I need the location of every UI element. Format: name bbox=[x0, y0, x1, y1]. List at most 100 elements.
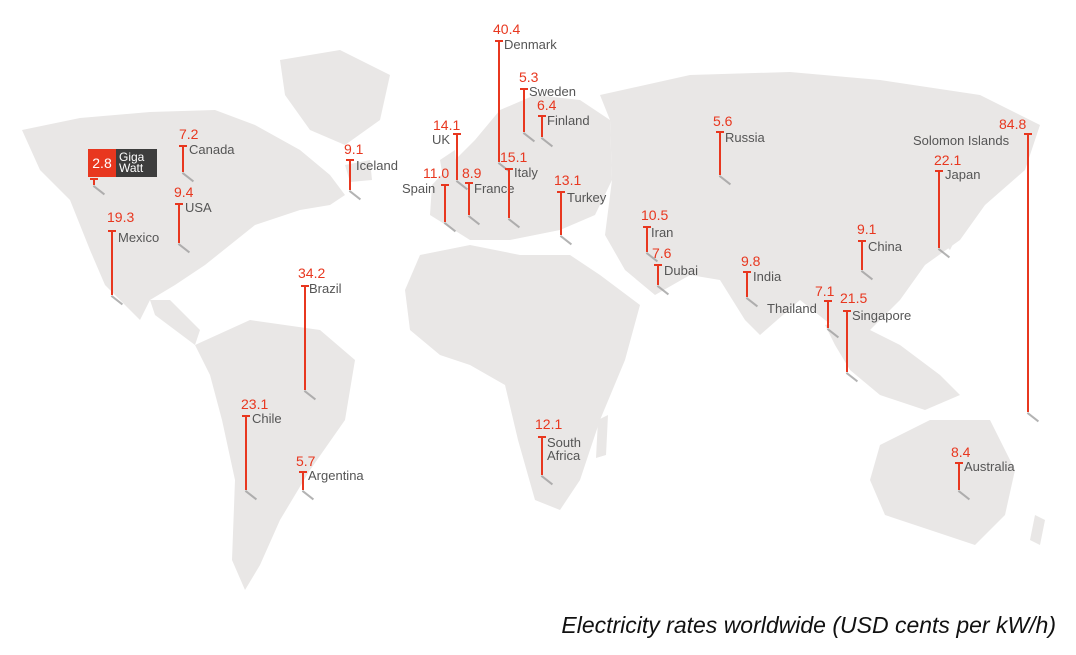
marker-value-thailand: 7.1 bbox=[815, 283, 835, 299]
southeast-asia-landmass bbox=[825, 320, 960, 410]
marker-pin-dubai bbox=[654, 264, 662, 285]
marker-value-dubai: 7.6 bbox=[652, 245, 672, 261]
marker-pin-france bbox=[465, 182, 473, 215]
marker-name-finland: Finland bbox=[547, 113, 590, 128]
legend-unit-line2: Watt bbox=[119, 161, 144, 175]
marker-pin-cap bbox=[643, 226, 651, 228]
marker-pin-japan bbox=[935, 170, 943, 248]
marker-value-south-africa: 12.1 bbox=[535, 416, 563, 432]
marker-name-mexico: Mexico bbox=[118, 230, 160, 245]
europe-landmass bbox=[430, 95, 612, 240]
marker-value-italy: 15.1 bbox=[500, 149, 528, 165]
marker-pin-cap bbox=[301, 285, 309, 287]
marker-pin-india bbox=[743, 271, 751, 297]
marker-pin-cap bbox=[654, 264, 662, 266]
marker-name-dubai: Dubai bbox=[664, 263, 698, 278]
marker-value-usa: 9.4 bbox=[174, 184, 194, 200]
marker-name-spain: Spain bbox=[402, 181, 436, 196]
marker-pin-denmark bbox=[495, 40, 503, 162]
marker-pin-sweden bbox=[520, 88, 528, 132]
marker-pin-cap bbox=[716, 131, 724, 133]
marker-name-iran: Iran bbox=[651, 225, 674, 240]
marker-pin-cap bbox=[495, 40, 503, 42]
continents bbox=[22, 50, 1045, 590]
marker-value-japan: 22.1 bbox=[934, 152, 962, 168]
marker-pin-turkey bbox=[557, 191, 565, 235]
marker-pin-giga-watt bbox=[90, 178, 98, 185]
marker-pin-cap bbox=[505, 168, 513, 170]
marker-pin-cap bbox=[1024, 133, 1032, 135]
marker-value-turkey: 13.1 bbox=[554, 172, 582, 188]
marker-pin-cap bbox=[538, 115, 546, 117]
marker-pin-cap bbox=[858, 240, 866, 242]
marker-value-sweden: 5.3 bbox=[519, 69, 539, 85]
marker-value-chile: 23.1 bbox=[241, 396, 269, 412]
marker-value-mexico: 19.3 bbox=[107, 209, 135, 225]
marker-pin-iran bbox=[643, 226, 651, 252]
marker-name-argentina: Argentina bbox=[308, 468, 364, 483]
marker-value-uk: 14.1 bbox=[433, 117, 461, 133]
marker-pin-cap bbox=[299, 471, 307, 473]
marker-pin-cap bbox=[843, 310, 851, 312]
iceland-landmass bbox=[345, 160, 372, 182]
central-america-landmass bbox=[150, 300, 200, 345]
marker-value-russia: 5.6 bbox=[713, 113, 733, 129]
marker-value-singapore: 21.5 bbox=[840, 290, 868, 306]
marker-name-iceland: Iceland bbox=[356, 158, 398, 173]
marker-name-turkey: Turkey bbox=[567, 190, 607, 205]
marker-name-japan: Japan bbox=[945, 167, 981, 182]
marker-name-brazil: Brazil bbox=[309, 281, 342, 296]
marker-pin-argentina bbox=[299, 471, 307, 490]
marker-pin-cap bbox=[346, 159, 354, 161]
marker-pin-cap bbox=[175, 203, 183, 205]
marker-pin-russia bbox=[716, 131, 724, 175]
marker-value-finland: 6.4 bbox=[537, 97, 557, 113]
marker-pin-cap bbox=[90, 178, 98, 180]
marker-value-china: 9.1 bbox=[857, 221, 877, 237]
marker-pin-iceland bbox=[346, 159, 354, 190]
marker-value-spain: 11.0 bbox=[423, 165, 450, 181]
south-america-landmass bbox=[195, 320, 355, 590]
marker-pin-singapore bbox=[843, 310, 851, 372]
madagascar-landmass bbox=[596, 415, 608, 458]
marker-value-argentina: 5.7 bbox=[296, 453, 316, 469]
marker-pin-thailand bbox=[824, 300, 832, 328]
marker-pin-italy bbox=[505, 168, 513, 218]
marker-pin-cap bbox=[108, 230, 116, 232]
marker-pin-cap bbox=[520, 88, 528, 90]
marker-pin-spain bbox=[441, 184, 449, 222]
marker-name-singapore: Singapore bbox=[852, 308, 912, 323]
marker-pin-chile bbox=[242, 415, 250, 490]
marker-pin-australia bbox=[955, 462, 963, 490]
marker-name-solomon-islands: Solomon Islands bbox=[913, 133, 1010, 148]
map-caption: Electricity rates worldwide (USD cents p… bbox=[561, 612, 1056, 638]
marker-pin-cap bbox=[453, 133, 461, 135]
legend-value-box: 2.8 bbox=[88, 149, 116, 177]
marker-name-usa: USA bbox=[185, 200, 212, 215]
marker-pin-cap bbox=[824, 300, 832, 302]
marker-pin-cap bbox=[242, 415, 250, 417]
uk-landmass bbox=[440, 150, 458, 190]
unit-legend: 2.8 Giga Watt bbox=[88, 149, 157, 177]
marker-name-italy: Italy bbox=[514, 165, 538, 180]
legend-unit-line1: Giga bbox=[119, 150, 145, 164]
marker-value-france: 8.9 bbox=[462, 165, 482, 181]
marker-value-iceland: 9.1 bbox=[344, 141, 364, 157]
marker-pin-finland bbox=[538, 115, 546, 137]
marker-pin-uk bbox=[453, 133, 461, 180]
legend-unit-box: Giga Watt bbox=[116, 149, 157, 177]
marker-pin-brazil bbox=[301, 285, 309, 390]
marker-pin-mexico bbox=[108, 230, 116, 295]
marker-value-brazil: 34.2 bbox=[298, 265, 326, 281]
marker-pin-cap bbox=[557, 191, 565, 193]
marker-pin-cap bbox=[441, 184, 449, 186]
marker-name-india: India bbox=[753, 269, 782, 284]
marker-pin-china bbox=[858, 240, 866, 270]
asia-landmass bbox=[600, 72, 1040, 335]
marker-pin-usa bbox=[175, 203, 183, 243]
marker-pin-cap bbox=[465, 182, 473, 184]
marker-name-australia: Australia bbox=[964, 459, 1015, 474]
marker-pin-solomon-islands bbox=[1024, 133, 1032, 412]
greenland-landmass bbox=[280, 50, 390, 145]
